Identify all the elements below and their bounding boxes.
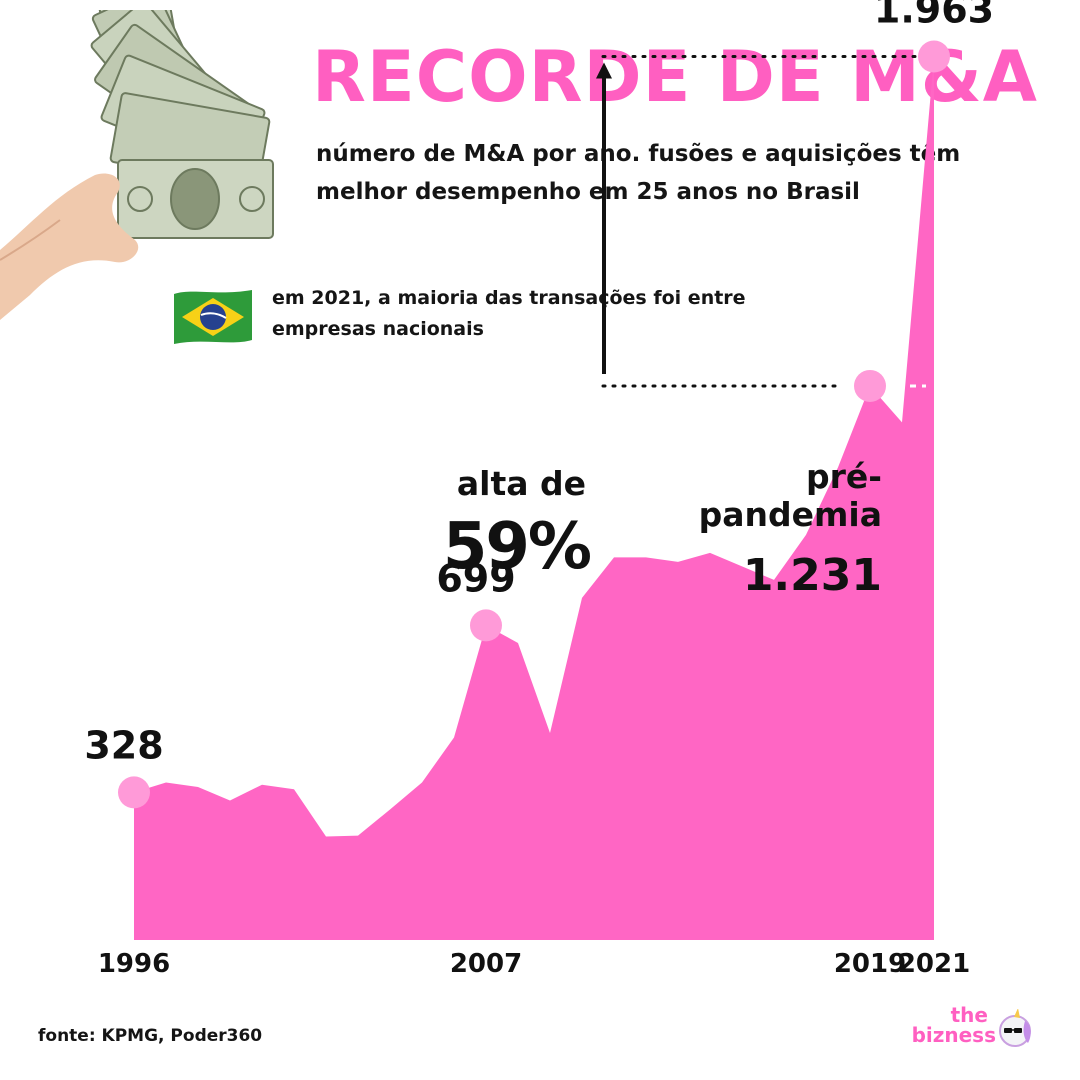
point-label-1996: 328 [84,723,163,767]
series-area [134,56,934,940]
increase-arrow-head [596,62,612,79]
pre-pandemic-label: pré-pandemia [698,457,882,534]
x-tick-label-2019: 2019 [834,949,906,979]
point-label-2021: 1.963 [874,0,994,32]
subtitle: número de M&A por ano. fusões e aquisiçõ… [316,141,961,205]
point-marker-2007 [470,609,502,642]
point-marker-2019 [854,369,886,402]
increase-label: alta de [456,464,586,503]
increase-value: 59% [442,510,592,584]
point-marker-1996 [118,776,150,809]
brazil-flag-icon [174,290,252,344]
brand-name: bizness [911,1023,996,1047]
unicorn-icon [999,1009,1031,1047]
brand-top: the [950,1003,988,1027]
x-tick-label-1996: 1996 [98,949,170,979]
brand-logo: the bizness [911,1003,1034,1051]
context-note: em 2021, a maioria das transações foi en… [272,287,746,340]
point-marker-2021 [918,40,950,73]
pre-pandemic-value: 1.231 [742,550,882,601]
page-title: RECORDE DE M&A [312,36,1038,118]
x-tick-label-2021: 2021 [898,949,970,979]
source-note: fonte: KPMG, Poder360 [38,1026,263,1046]
money-hand-icon [0,10,274,320]
point-label-2007: 699 [436,556,515,600]
x-tick-label-2007: 2007 [450,949,522,979]
